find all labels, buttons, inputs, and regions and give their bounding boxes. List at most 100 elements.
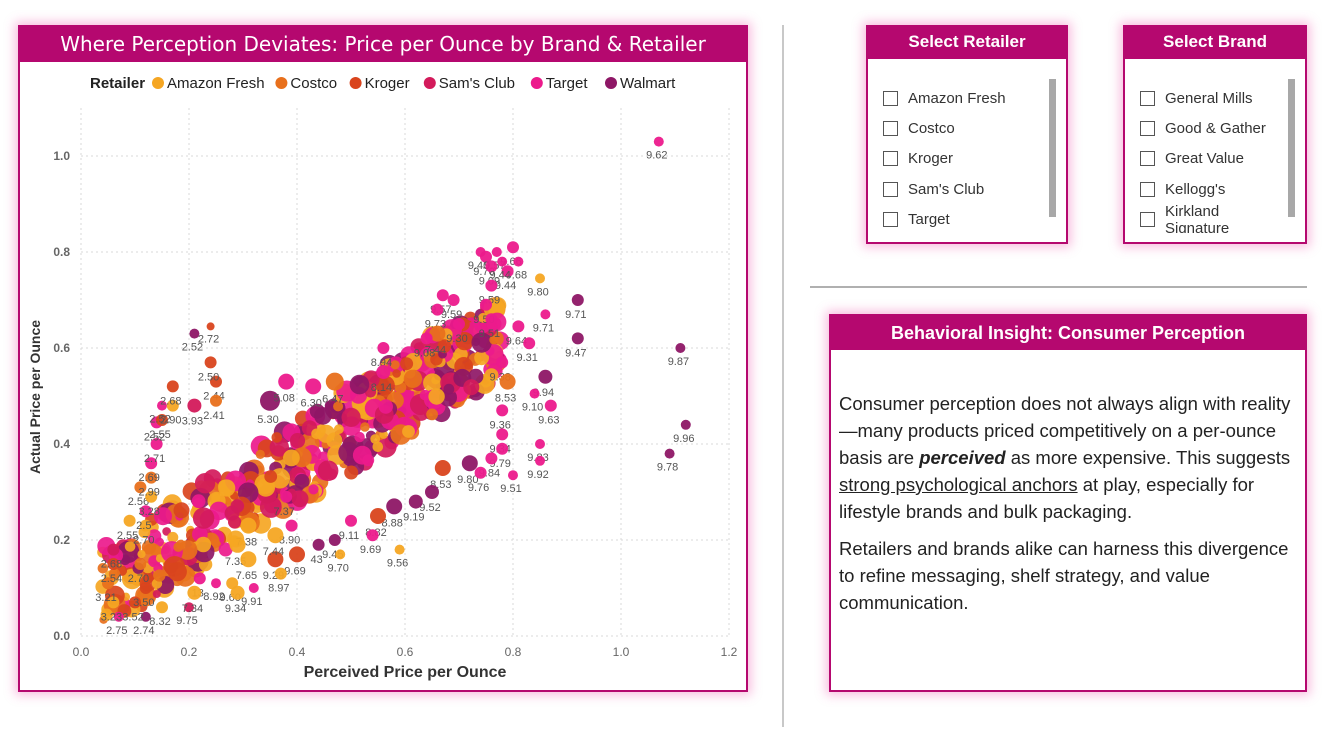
y-tick-label: 1.0 [53, 149, 70, 163]
retailer-option[interactable]: Amazon Fresh [883, 83, 1046, 113]
data-label: 9.96 [673, 433, 694, 445]
checkbox-icon[interactable] [883, 151, 898, 167]
data-label: 2.69 [138, 472, 159, 484]
x-tick-label: 0.4 [289, 645, 306, 659]
x-tick-label: 0.0 [73, 645, 90, 659]
brand-option[interactable]: Kirkland Signature [1140, 203, 1285, 233]
brand-option-label: Kellogg's [1165, 180, 1226, 198]
data-point [426, 408, 438, 421]
checkbox-icon[interactable] [1140, 90, 1155, 106]
checkbox-icon[interactable] [883, 181, 898, 197]
data-point [248, 583, 259, 593]
data-point [535, 439, 545, 449]
brand-slicer: Select Brand General Mills Good & Gather… [1123, 25, 1307, 244]
data-label: 3.28 [138, 506, 159, 518]
x-tick-label: 0.6 [397, 645, 414, 659]
data-label: 3.93 [182, 416, 203, 428]
data-label: 9.80 [457, 474, 478, 486]
data-point [664, 448, 675, 459]
data-point [420, 332, 433, 345]
data-label: 9.92 [527, 469, 548, 481]
data-label: 8.32 [149, 616, 170, 628]
data-point [474, 466, 487, 479]
data-point [312, 538, 325, 551]
checkbox-icon[interactable] [1140, 121, 1155, 137]
brand-option[interactable]: General Mills [1140, 83, 1285, 113]
data-point [134, 558, 147, 570]
data-point [107, 596, 120, 609]
data-label: 2.55 [117, 530, 138, 542]
data-label: 9.30 [446, 333, 467, 345]
data-point [271, 432, 283, 443]
data-point [194, 473, 216, 494]
data-label: 2.52 [144, 431, 165, 443]
data-point [360, 422, 370, 432]
data-point [513, 256, 524, 267]
checkbox-icon[interactable] [1140, 151, 1155, 167]
data-point [675, 343, 686, 353]
checkbox-icon[interactable] [1140, 181, 1155, 197]
data-point [139, 519, 152, 532]
retailer-option[interactable]: Sam's Club [883, 174, 1046, 204]
data-point [372, 441, 384, 453]
data-point [501, 265, 514, 278]
data-point [392, 369, 401, 378]
brand-option[interactable]: Good & Gather [1140, 113, 1285, 143]
data-point [147, 529, 162, 544]
data-label: 2.5 [136, 520, 151, 532]
data-label: 9.08 [414, 347, 435, 359]
data-label: 8.90 [279, 535, 300, 547]
data-point [378, 399, 393, 414]
scatter-chart[interactable]: Retailer Amazon Fresh Costco Kroger Sam's Cl… [20, 60, 746, 690]
checkbox-icon[interactable] [883, 212, 898, 228]
data-label: 8.14 [371, 382, 392, 394]
data-label: 9.78 [657, 462, 678, 474]
brand-option[interactable]: Kellogg's [1140, 174, 1285, 204]
checkbox-icon[interactable] [883, 90, 898, 106]
data-point [386, 498, 403, 515]
data-label: 9.87 [668, 356, 689, 368]
data-label: 9.34 [225, 603, 246, 615]
data-point [285, 519, 298, 532]
data-label: 2.52 [182, 342, 203, 354]
data-point [156, 414, 168, 426]
data-point [496, 356, 509, 369]
retailer-option[interactable]: Costco [883, 113, 1046, 143]
data-point [443, 383, 455, 395]
data-point [267, 527, 284, 544]
data-point [455, 331, 474, 351]
data-point [324, 401, 334, 410]
data-point [294, 473, 310, 490]
brand-option[interactable]: Great Value [1140, 144, 1285, 174]
retailer-option[interactable]: Target [883, 205, 1046, 233]
data-label: 3.21 [95, 592, 116, 604]
data-point [193, 572, 206, 585]
data-point [491, 247, 502, 257]
data-point [150, 438, 163, 450]
data-point [471, 332, 492, 353]
insight-text-segment: as more expensive. This suggests [1005, 447, 1291, 468]
data-point [189, 328, 200, 339]
brand-scrollbar[interactable] [1288, 79, 1295, 217]
data-label: 7.44 [263, 546, 284, 558]
retailer-option[interactable]: Kroger [883, 144, 1046, 174]
x-axis-label: Perceived Price per Ounce [304, 664, 507, 681]
checkbox-icon[interactable] [1140, 212, 1155, 228]
retailer-scrollbar[interactable] [1049, 79, 1056, 217]
data-point [123, 514, 136, 527]
data-point [653, 136, 664, 147]
data-point [204, 356, 217, 369]
y-tick-label: 0.8 [53, 245, 70, 259]
data-point [403, 369, 423, 388]
data-point [485, 260, 498, 273]
data-point [260, 390, 280, 411]
checkbox-icon[interactable] [883, 121, 898, 137]
x-tick-label: 1.2 [721, 645, 738, 659]
data-point [291, 490, 309, 508]
data-point [280, 490, 293, 503]
data-point [535, 455, 545, 466]
data-label: 9.63 [538, 415, 559, 427]
data-point [400, 357, 414, 371]
data-point [377, 342, 390, 354]
legend-label: Walmart [620, 75, 676, 92]
